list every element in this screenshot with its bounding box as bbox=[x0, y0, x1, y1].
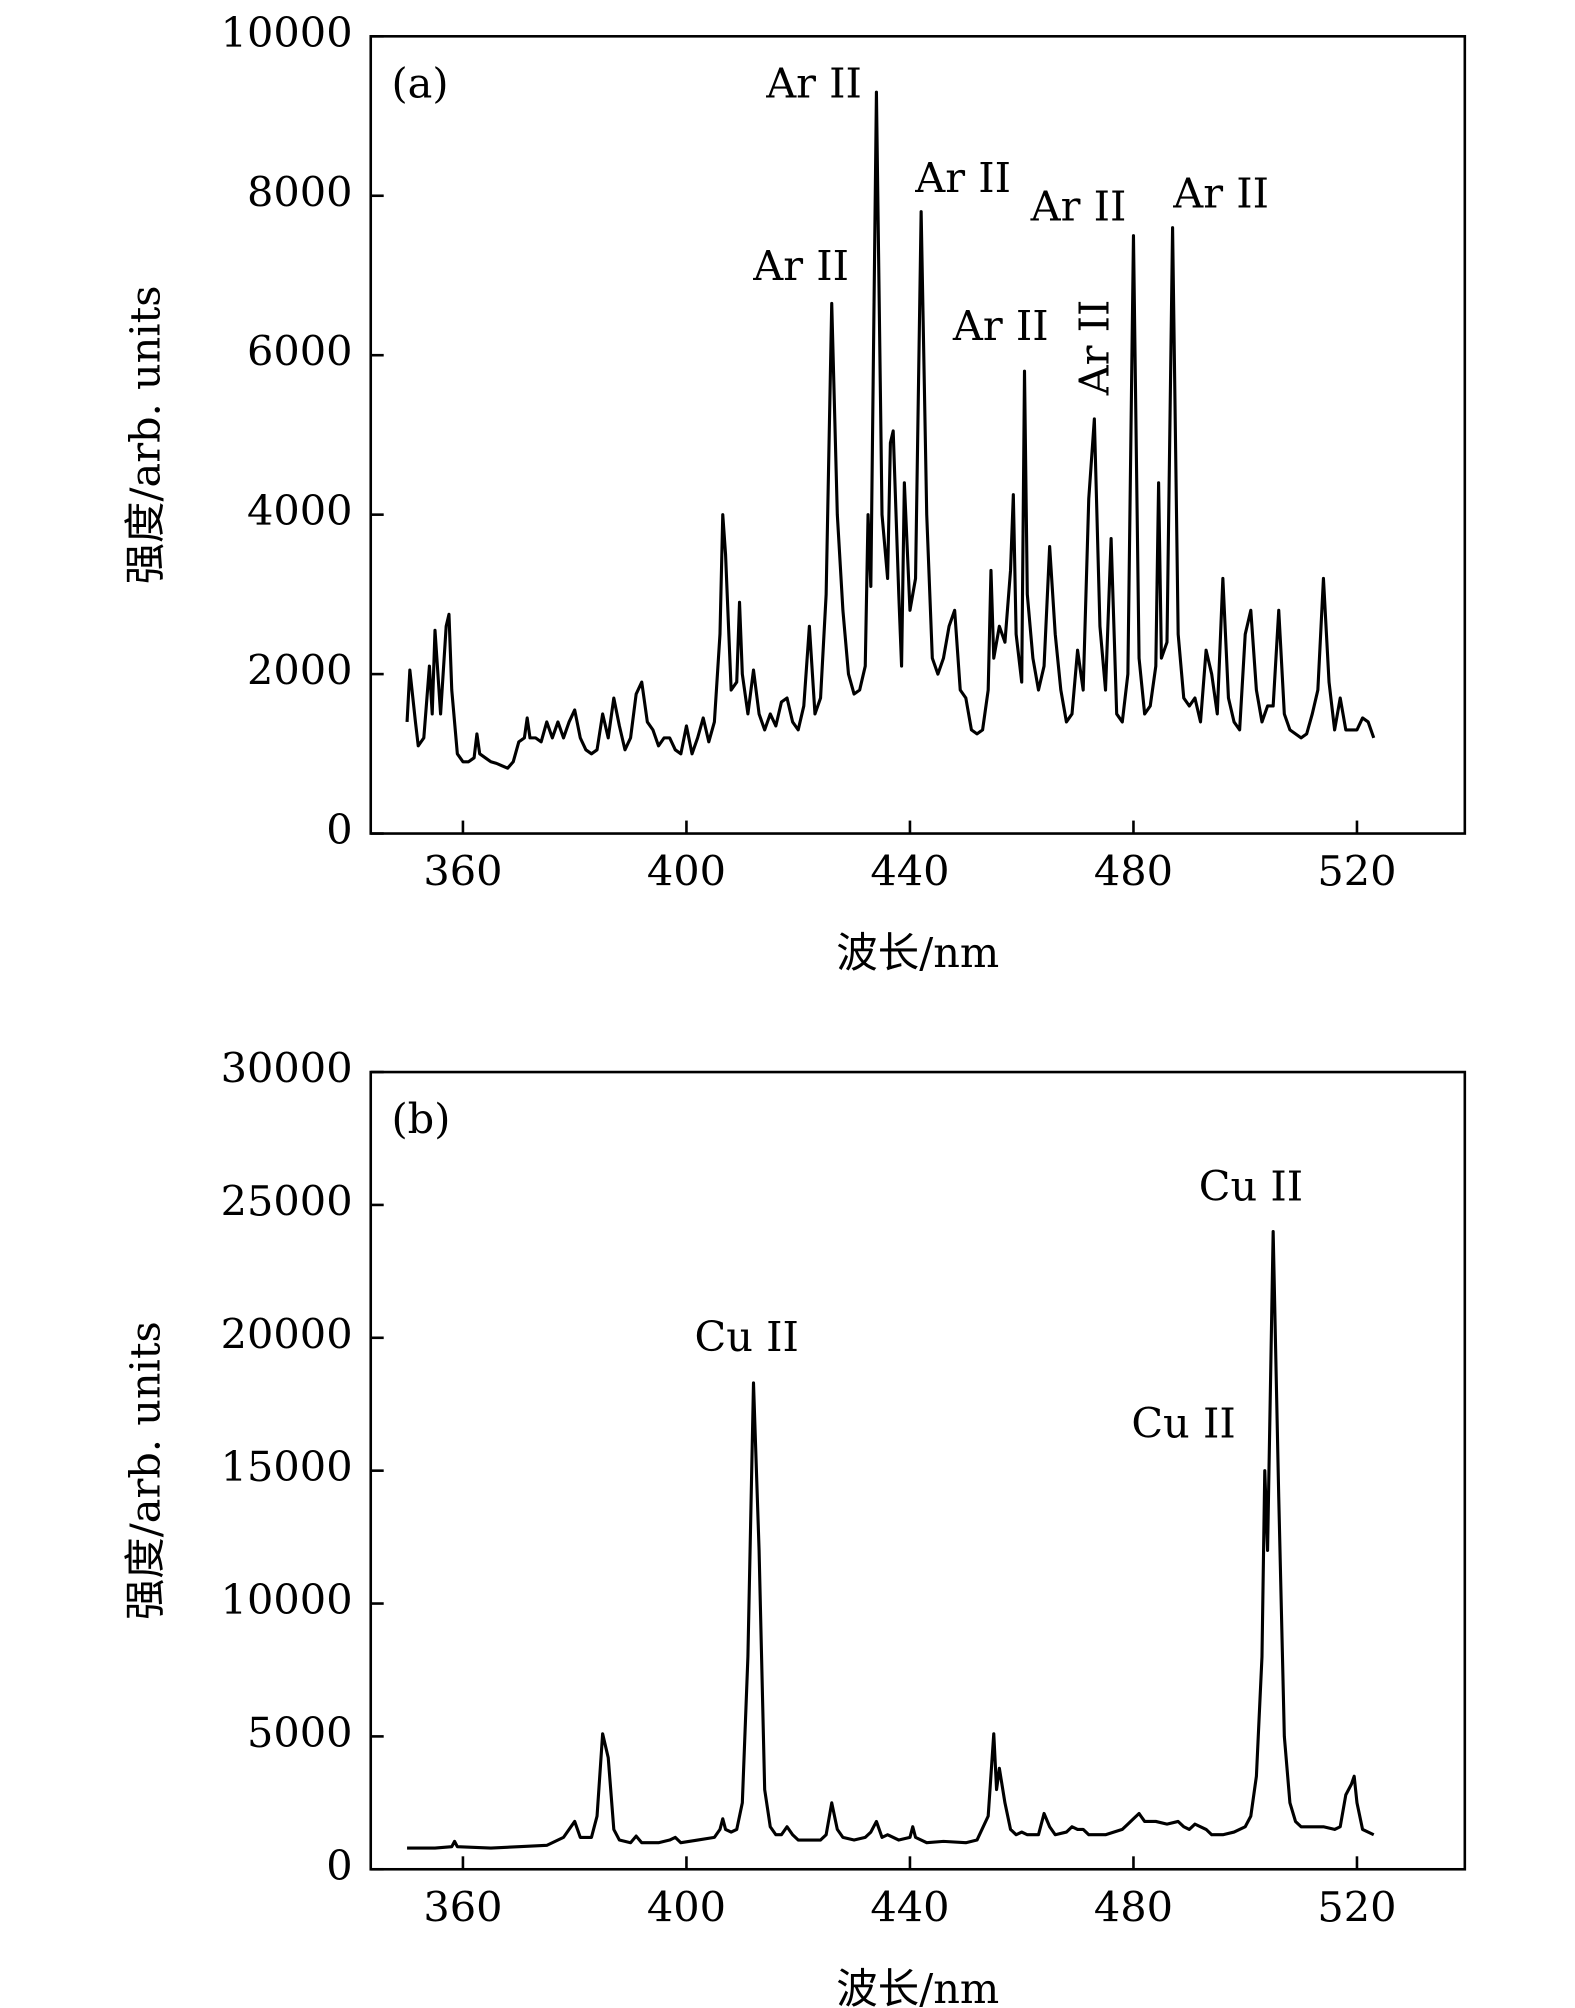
y-tick-label: 25000 bbox=[221, 1176, 353, 1225]
panel-label: (b) bbox=[391, 1094, 450, 1143]
annotation: Ar II bbox=[1069, 300, 1118, 397]
y-tick-label: 15000 bbox=[221, 1442, 353, 1491]
annotation: Cu II bbox=[694, 1312, 798, 1361]
y-tick-label: 30000 bbox=[221, 1044, 353, 1093]
y-axis-label: 强度/arb. units bbox=[121, 285, 170, 584]
x-axis-label: 波长/nm bbox=[836, 928, 999, 977]
annotation: Ar II bbox=[952, 301, 1049, 350]
annotation: Ar II bbox=[1030, 182, 1127, 231]
x-tick-label: 520 bbox=[1317, 1882, 1396, 1931]
y-tick-label: 4000 bbox=[247, 486, 353, 535]
x-tick-label: 440 bbox=[870, 847, 949, 896]
y-tick-label: 10000 bbox=[221, 8, 353, 57]
spectrum-line bbox=[407, 1229, 1375, 1850]
y-tick-label: 5000 bbox=[247, 1708, 353, 1757]
annotation: Ar II bbox=[914, 153, 1011, 202]
x-tick-label: 400 bbox=[647, 1882, 726, 1931]
annotation: Ar II bbox=[1172, 169, 1269, 218]
x-tick-label: 520 bbox=[1317, 847, 1396, 896]
panel-label: (a) bbox=[391, 58, 448, 107]
x-tick-label: 440 bbox=[870, 1882, 949, 1931]
x-tick-label: 400 bbox=[647, 847, 726, 896]
x-tick-label: 360 bbox=[423, 847, 502, 896]
spectrum-line bbox=[405, 90, 1376, 770]
annotation: Cu II bbox=[1199, 1162, 1303, 1211]
x-axis-label: 波长/nm bbox=[836, 1964, 999, 2008]
annotation: Ar II bbox=[765, 58, 862, 107]
y-tick-label: 2000 bbox=[247, 646, 353, 695]
y-axis-label: 强度/arb. units bbox=[121, 1321, 170, 1620]
y-tick-label: 0 bbox=[326, 1841, 352, 1890]
y-tick-label: 0 bbox=[326, 805, 352, 854]
plot-frame bbox=[369, 35, 1467, 835]
y-tick-label: 20000 bbox=[221, 1309, 353, 1358]
x-tick-label: 480 bbox=[1094, 1882, 1173, 1931]
y-tick-label: 6000 bbox=[247, 327, 353, 376]
y-tick-label: 8000 bbox=[247, 167, 353, 216]
x-tick-label: 480 bbox=[1094, 847, 1173, 896]
annotation: Ar II bbox=[752, 241, 849, 290]
annotation: Cu II bbox=[1131, 1399, 1235, 1448]
x-tick-label: 360 bbox=[423, 1882, 502, 1931]
y-tick-label: 10000 bbox=[221, 1575, 353, 1624]
